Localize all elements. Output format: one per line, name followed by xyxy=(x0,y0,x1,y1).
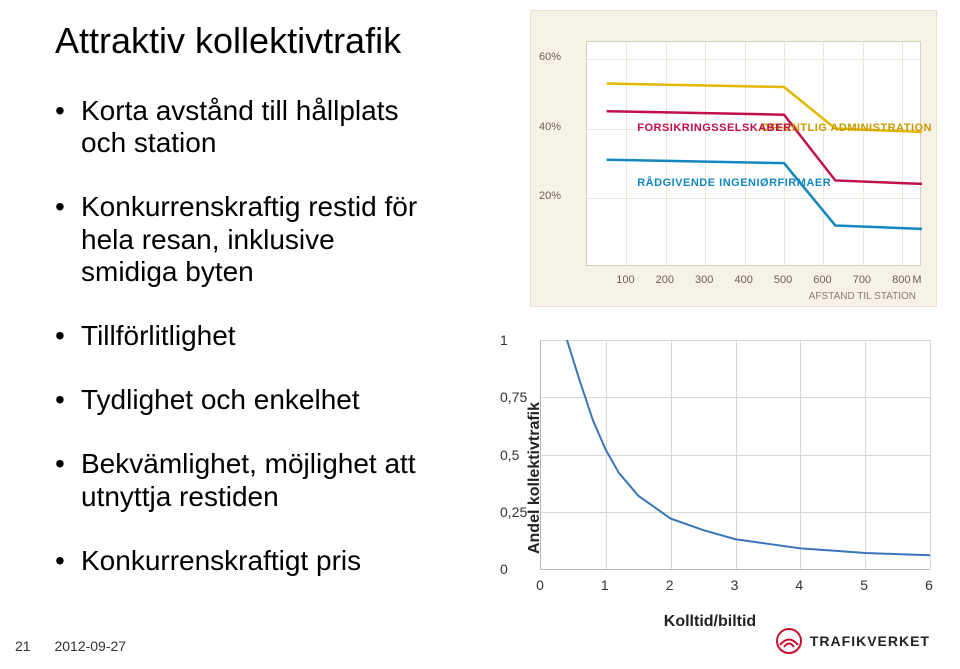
logo-text: TRAFIKVERKET xyxy=(810,633,930,649)
x-tick-label: 700 xyxy=(853,274,871,286)
x-tick-label: 3 xyxy=(731,577,739,593)
y-tick-label: 0,75 xyxy=(500,389,527,405)
x-tick-label: 400 xyxy=(734,274,752,286)
y-tick-label: 0,25 xyxy=(500,504,527,520)
x-tick-label: 1 xyxy=(601,577,609,593)
x-axis-caption: AFSTAND TIL STATION xyxy=(809,291,916,302)
series-label: FORSIKRINGSSELSKABER xyxy=(637,122,791,134)
bullet-item: Bekvämlighet, möjlighet attutnyttja rest… xyxy=(55,448,485,512)
x-tick-label: 0 xyxy=(536,577,544,593)
x-tick-label: 100 xyxy=(616,274,634,286)
bullet-text: Korta avstånd till hållplats xyxy=(81,95,485,127)
series-label: RÅDGIVENDE INGENIØRFIRMAER xyxy=(637,177,831,189)
bullet-item: Konkurrenskraftigt pris xyxy=(55,545,485,577)
slide-footer: 21 2012-09-27 xyxy=(15,638,126,654)
bullet-text: och station xyxy=(81,127,485,159)
x-tick-label: 500 xyxy=(774,274,792,286)
y-tick-label: 20% xyxy=(539,190,561,202)
bullet-text: smidiga byten xyxy=(81,256,485,288)
x-tick-label: 5 xyxy=(860,577,868,593)
x-tick-label: 4 xyxy=(795,577,803,593)
x-tick-label: 200 xyxy=(656,274,674,286)
x-tick-label: 2 xyxy=(666,577,674,593)
x-tick-label: 300 xyxy=(695,274,713,286)
y-tick-label: 0 xyxy=(500,561,508,577)
page-title: Attraktiv kollektivtrafik xyxy=(55,20,401,62)
bullet-text: Bekvämlighet, möjlighet att xyxy=(81,448,485,480)
bullet-text: utnyttja restiden xyxy=(81,481,485,513)
bullet-item: Tydlighet och enkelhet xyxy=(55,384,485,416)
x-tick-label: 800 xyxy=(892,274,910,286)
bullet-text: hela resan, inklusive xyxy=(81,224,485,256)
logo-icon xyxy=(776,628,802,654)
afstand-chart: 20%40%60%100200300400500600700800MAFSTAN… xyxy=(530,10,937,307)
bullet-text: Konkurrenskraftigt pris xyxy=(81,545,485,577)
y-tick-label: 40% xyxy=(539,121,561,133)
bullet-text: Tillförlitlighet xyxy=(81,320,485,352)
bullet-item: Konkurrenskraftig restid förhela resan, … xyxy=(55,191,485,288)
page-number: 21 xyxy=(15,638,31,654)
bullet-item: Korta avstånd till hållplatsoch station xyxy=(55,95,485,159)
bullet-item: Tillförlitlighet xyxy=(55,320,485,352)
slide-date: 2012-09-27 xyxy=(54,638,126,654)
x-tick-label: 6 xyxy=(925,577,933,593)
bullet-list: Korta avstånd till hållplatsoch stationK… xyxy=(55,95,485,609)
trafikverket-logo: TRAFIKVERKET xyxy=(776,628,930,654)
bullet-text: Tydlighet och enkelhet xyxy=(81,384,485,416)
y-tick-label: 1 xyxy=(500,332,508,348)
andel-chart: Andel kollektivtrafik Kolltid/biltid 012… xyxy=(470,330,950,625)
x-tick-label: 600 xyxy=(813,274,831,286)
bullet-text: Konkurrenskraftig restid för xyxy=(81,191,485,223)
y-tick-label: 0,5 xyxy=(500,447,519,463)
y-tick-label: 60% xyxy=(539,51,561,63)
